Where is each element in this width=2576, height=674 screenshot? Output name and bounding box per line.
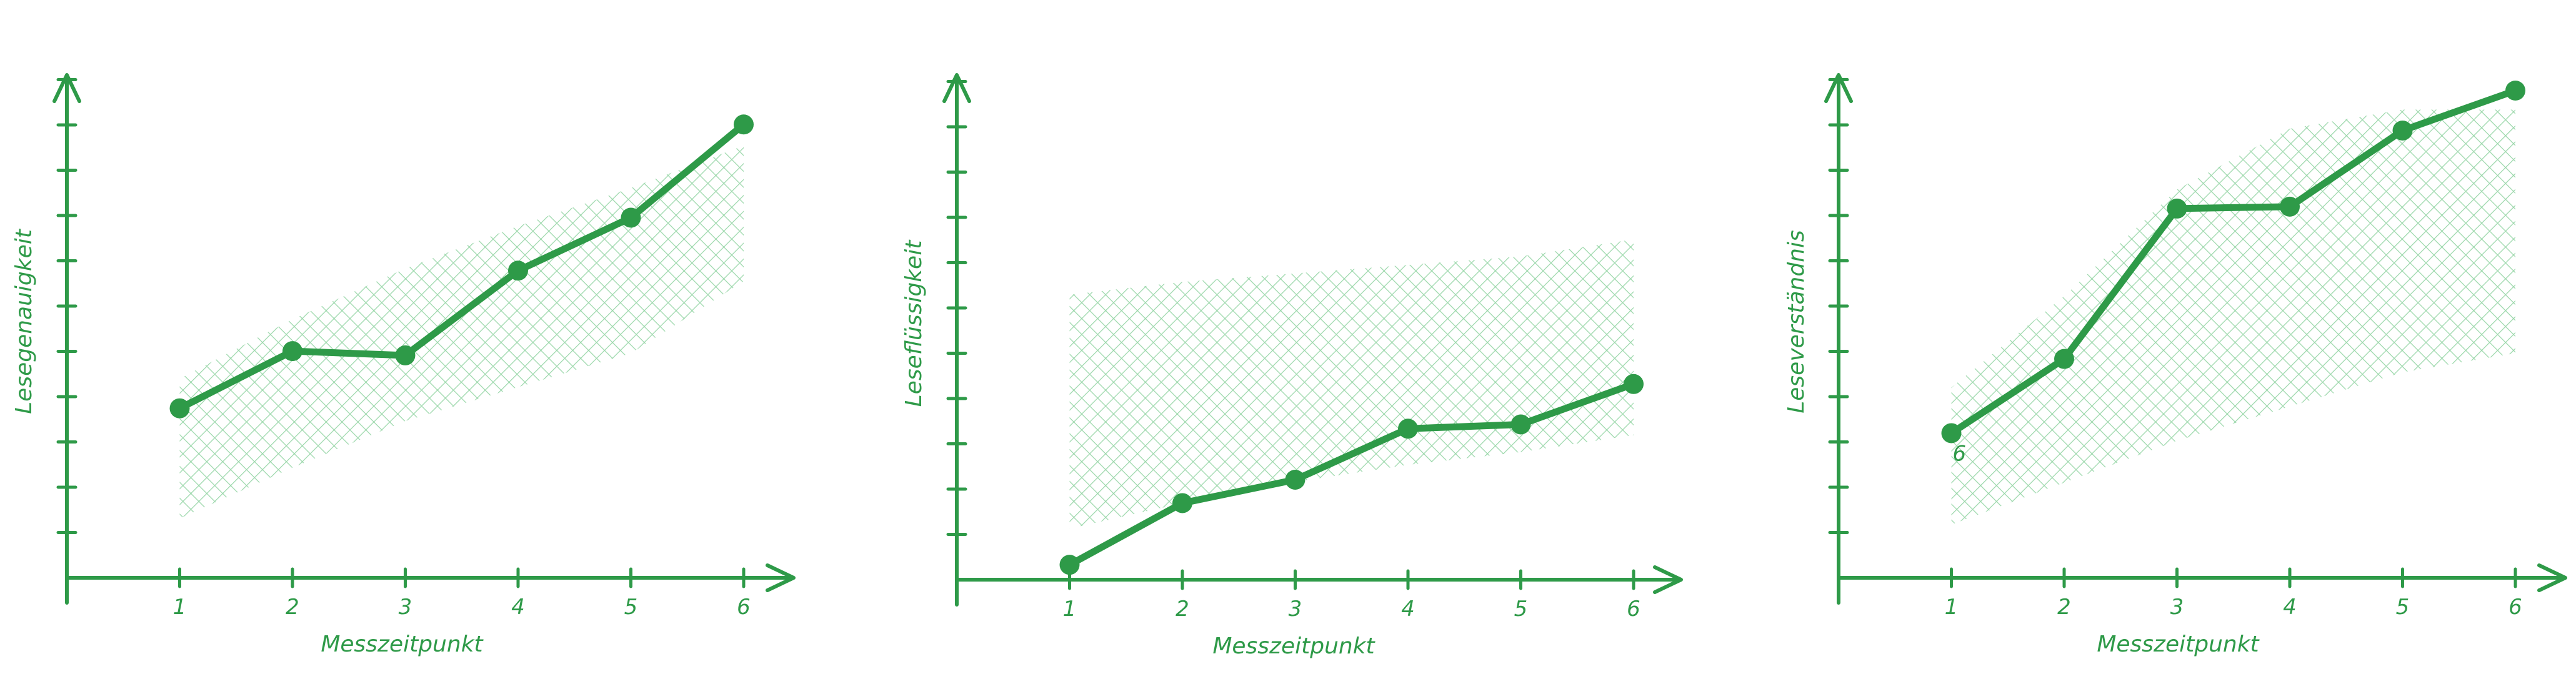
x-tick-label: 6: [737, 595, 751, 620]
data-point: [2054, 349, 2074, 369]
x-axis: [1837, 563, 2567, 592]
y-axis-label: Leseverständnis: [1784, 230, 1809, 414]
y-axis-label: Leseflüssigkeit: [901, 239, 927, 407]
data-point: [621, 207, 641, 228]
y-axis: [52, 73, 81, 605]
y-axis-label: Lesegenauigkeit: [11, 228, 37, 414]
y-axis: [1824, 73, 1853, 605]
confidence-band: [179, 146, 744, 519]
x-tick-label: 2: [1176, 597, 1189, 622]
x-axis: [65, 563, 796, 592]
x-axis-label: Messzeitpunkt: [321, 632, 484, 657]
chart-panel-lesefluessigkeit: 1 2 3 4 5 6 Messzeitpunkt Leseflüssigkeit: [901, 73, 1683, 659]
x-tick-label: 1: [1063, 597, 1077, 622]
x-axis-label: Messzeitpunkt: [1212, 633, 1375, 659]
data-point: [2392, 120, 2413, 141]
data-point: [1059, 555, 1080, 575]
data-point: [1172, 493, 1192, 513]
x-tick-label: 4: [1401, 597, 1415, 622]
data-point: [1510, 414, 1531, 435]
data-point: [169, 398, 190, 419]
x-tick-label: 3: [1289, 597, 1302, 622]
series-line: [1066, 380, 1637, 568]
x-axis-label: Messzeitpunkt: [2097, 632, 2260, 657]
x-axis: [955, 565, 1683, 594]
x-tick-label: 2: [286, 595, 299, 620]
x-tick-label: 4: [2283, 595, 2297, 620]
chart-panel-lesegenauigkeit: 1 2 3 4 5 6 Messzeitpunkt Lesegenauigkeit: [11, 73, 796, 657]
data-point: [1398, 419, 1418, 439]
data-point: [734, 114, 754, 135]
series-line: [176, 121, 747, 412]
data-point: [1941, 423, 1962, 444]
data-point: [2167, 198, 2187, 219]
data-point: [2505, 81, 2525, 101]
x-tick-label: 5: [2396, 595, 2410, 620]
x-tick-label: 3: [2170, 595, 2184, 620]
series-line: [1948, 87, 2519, 437]
point-annotation: 6: [1953, 441, 1967, 466]
x-tick-label: 4: [511, 595, 525, 620]
data-point: [395, 345, 416, 365]
x-tick-label: 2: [2057, 595, 2071, 620]
chart-panel-leseverstaendnis: 1 2 3 4 5 6 6 Messzeitpunkt Leseverständnis: [1784, 73, 2567, 657]
data-point: [282, 341, 302, 362]
x-tick-label: 5: [624, 595, 638, 620]
y-axis: [942, 73, 971, 607]
x-tick-label: 3: [399, 595, 412, 620]
data-point: [1624, 374, 1644, 394]
x-tick-label: 6: [2509, 595, 2522, 620]
confidence-band: [1069, 239, 1634, 529]
x-tick-label: 6: [1627, 597, 1640, 622]
data-point: [1285, 469, 1305, 490]
x-tick-label: 1: [1945, 595, 1959, 620]
x-tick-label: 1: [173, 595, 187, 620]
data-point: [508, 260, 528, 281]
x-tick-label: 5: [1514, 597, 1528, 622]
data-point: [2280, 196, 2300, 217]
confidence-band: [1951, 109, 2515, 525]
